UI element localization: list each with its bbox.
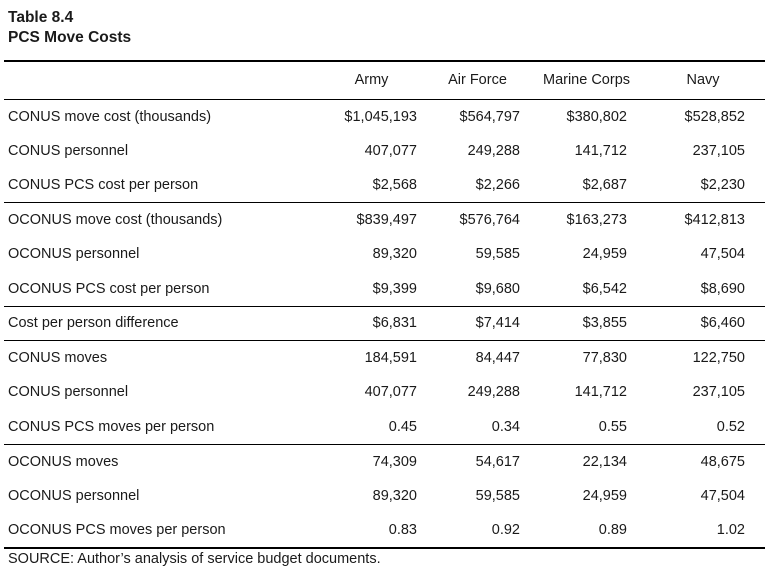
row-label: CONUS moves: [4, 340, 320, 375]
table-row: CONUS move cost (thousands) $1,045,193 $56…: [4, 99, 765, 134]
cell-af: $564,797: [459, 108, 520, 125]
cell-army: $1,045,193: [344, 108, 417, 125]
cell-af: 249,288: [467, 384, 520, 401]
cell-af: 0.92: [423, 513, 532, 549]
row-label: OCONUS PCS moves per person: [4, 513, 320, 549]
row-label: CONUS move cost (thousands): [8, 108, 212, 125]
cell-mc: 24,959: [582, 487, 627, 504]
table-row: OCONUS PCS moves per person 0.83 0.92 0.89 1…: [4, 513, 765, 549]
table-row: CONUS PCS moves per person 0.45 0.34 0.55 0.…: [4, 410, 765, 445]
cell-mc: $2,687: [582, 177, 627, 193]
table-body: CONUS move cost (thousands) $1,045,193 $56…: [4, 99, 765, 549]
cell-mc: 22,134: [532, 443, 641, 479]
cell-mc: $163,273: [532, 202, 641, 237]
table-row: OCONUS PCS cost per person $9,399 $9,680 $6…: [4, 272, 765, 307]
header-air-force: Air Force: [448, 72, 507, 89]
table-caption: Table 8.4 PCS Move Costs: [8, 8, 131, 48]
cell-navy: $412,813: [641, 202, 765, 237]
cell-mc: $6,542: [582, 280, 627, 297]
cell-army: $6,831: [320, 305, 423, 341]
cell-af: $576,764: [423, 202, 532, 237]
cell-army: 184,591: [320, 340, 423, 375]
row-label: CONUS PCS moves per person: [8, 418, 215, 435]
pcs-move-costs-table: Army Air Force Marine Corps Navy CONUS m…: [4, 60, 765, 549]
cell-mc: 24,959: [582, 246, 627, 263]
cell-mc: 77,830: [532, 340, 641, 375]
cell-navy: $8,690: [700, 280, 745, 297]
table-row: Cost per person difference $6,831 $7,414 $3…: [4, 305, 765, 341]
source-note: SOURCE: Author’s analysis of service bud…: [8, 551, 381, 567]
cell-navy: 237,105: [692, 142, 745, 159]
cell-mc: 0.55: [598, 418, 627, 435]
cell-mc: 141,712: [574, 384, 627, 401]
header-row: Army Air Force Marine Corps Navy: [4, 61, 765, 99]
table-row: CONUS moves 184,591 84,447 77,830 122,750: [4, 340, 765, 375]
cell-af: 54,617: [423, 443, 532, 479]
cell-navy: 47,504: [700, 246, 745, 263]
cell-mc: 0.89: [532, 513, 641, 549]
cell-army: $2,568: [372, 177, 417, 193]
cell-army: 407,077: [364, 384, 417, 401]
cell-army: 89,320: [372, 246, 417, 263]
header-marine-corps: Marine Corps: [542, 72, 631, 89]
row-label: Cost per person difference: [4, 305, 320, 341]
row-label: CONUS PCS cost per person: [8, 177, 199, 193]
table-number: Table 8.4: [8, 9, 74, 26]
cell-af: $2,266: [475, 177, 520, 193]
row-label: OCONUS PCS cost per person: [8, 280, 210, 297]
cell-af: $7,414: [423, 305, 532, 341]
cell-navy: $6,460: [641, 305, 765, 341]
row-label: OCONUS personnel: [8, 246, 140, 263]
row-label: OCONUS moves: [4, 443, 320, 479]
cell-af: 249,288: [467, 142, 520, 159]
cell-mc: $3,855: [532, 305, 641, 341]
cell-army: 74,309: [320, 443, 423, 479]
header-empty: [4, 61, 320, 99]
row-label: CONUS personnel: [8, 384, 129, 401]
cell-army: $9,399: [372, 280, 417, 297]
cell-navy: 47,504: [700, 487, 745, 504]
cell-af: $9,680: [475, 280, 520, 297]
header-army: Army: [354, 72, 389, 89]
table-row: OCONUS moves 74,309 54,617 22,134 48,675: [4, 443, 765, 479]
row-label: OCONUS move cost (thousands): [4, 202, 320, 237]
table-row: CONUS personnel 407,077 249,288 141,712 237,…: [4, 134, 765, 169]
table-row: OCONUS personnel 89,320 59,585 24,959 47,504: [4, 237, 765, 272]
cell-navy: 122,750: [641, 340, 765, 375]
header-navy: Navy: [686, 72, 720, 89]
cell-army: 0.45: [388, 418, 417, 435]
cell-af: 84,447: [423, 340, 532, 375]
cell-army: 0.83: [320, 513, 423, 549]
cell-navy: 0.52: [716, 418, 745, 435]
cell-af: 59,585: [475, 487, 520, 504]
cell-navy: $528,852: [684, 108, 745, 125]
cell-af: 0.34: [491, 418, 520, 435]
row-label: OCONUS personnel: [8, 487, 140, 504]
cell-navy: 1.02: [641, 513, 765, 549]
table-title: PCS Move Costs: [8, 29, 132, 46]
cell-mc: 141,712: [574, 142, 627, 159]
cell-mc: $380,802: [566, 108, 627, 125]
cell-navy: $2,230: [700, 177, 745, 193]
cell-army: $839,497: [320, 202, 423, 237]
table-row: OCONUS personnel 89,320 59,585 24,959 47,504: [4, 479, 765, 514]
table-row: CONUS personnel 407,077 249,288 141,712 237,…: [4, 375, 765, 410]
cell-army: 89,320: [372, 487, 417, 504]
table-row: CONUS PCS cost per person $2,568 $2,266 $2,…: [4, 168, 765, 203]
cell-af: 59,585: [475, 246, 520, 263]
cell-navy: 237,105: [692, 384, 745, 401]
row-label: CONUS personnel: [8, 142, 129, 159]
cell-army: 407,077: [364, 142, 417, 159]
cell-navy: 48,675: [641, 443, 765, 479]
table-row: OCONUS move cost (thousands) $839,497 $576…: [4, 202, 765, 237]
